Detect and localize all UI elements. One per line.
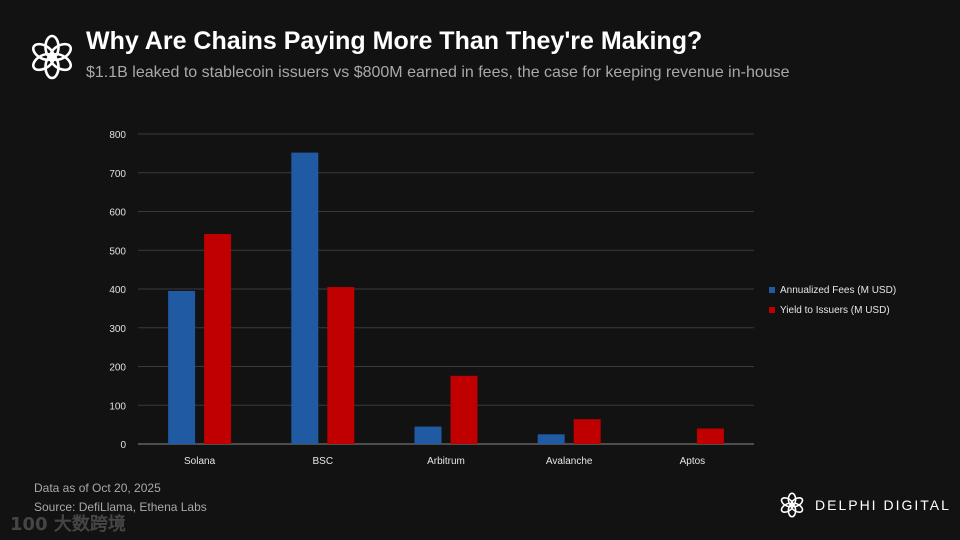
x-tick-label: Aptos: [680, 456, 706, 467]
chart-legend: Annualized Fees (M USD) Yield to Issuers…: [769, 280, 896, 320]
bar-fees: Arbitrum — Annualized Fees (M USD): 45: [414, 426, 442, 444]
bar-yield: Solana — Yield to Issuers (M USD): 542: [204, 233, 232, 444]
bar-fees: Solana — Annualized Fees (M USD): 395: [168, 290, 196, 444]
bar-yield: Arbitrum — Yield to Issuers (M USD): 176: [450, 375, 478, 444]
bar-fees: BSC — Annualized Fees (M USD): 752: [291, 152, 319, 444]
y-tick-label: 200: [109, 363, 126, 374]
delphi-logo-icon: [31, 34, 73, 80]
source-note: Source: DefiLlama, Ethena Labs: [34, 500, 207, 514]
y-tick-label: 100: [109, 401, 126, 412]
bar-fees: Avalanche — Annualized Fees (M USD): 25: [537, 434, 565, 444]
x-tick-label: Avalanche: [546, 456, 593, 467]
bar-yield: BSC — Yield to Issuers (M USD): 405: [327, 287, 355, 444]
bar-yield: Avalanche — Yield to Issuers (M USD): 64: [573, 419, 601, 444]
y-tick-label: 800: [109, 130, 126, 141]
page-title: Why Are Chains Paying More Than They're …: [86, 27, 703, 55]
x-tick-label: Solana: [184, 456, 216, 467]
page-subtitle: $1.1B leaked to stablecoin issuers vs $8…: [86, 64, 790, 81]
y-tick-label: 0: [120, 440, 126, 451]
x-tick-label: BSC: [313, 456, 334, 467]
x-tick-label: Arbitrum: [427, 456, 465, 467]
brand-mark: DELPHI DIGITAL: [778, 491, 951, 519]
data-date-note: Data as of Oct 20, 2025: [34, 481, 161, 495]
legend-item-yield: Yield to Issuers (M USD): [769, 300, 896, 320]
legend-swatch-fees: [769, 287, 775, 293]
y-tick-label: 400: [109, 285, 126, 296]
y-tick-label: 300: [109, 324, 126, 335]
y-tick-label: 700: [109, 169, 126, 180]
delphi-brand-icon: [780, 492, 804, 518]
y-tick-label: 600: [109, 208, 126, 219]
y-tick-label: 500: [109, 246, 126, 257]
brand-name: DELPHI DIGITAL: [815, 497, 951, 513]
legend-item-fees: Annualized Fees (M USD): [769, 280, 896, 300]
legend-label-yield: Yield to Issuers (M USD): [780, 304, 890, 316]
watermark: 100 大数跨境: [10, 514, 126, 535]
legend-swatch-yield: [769, 307, 775, 313]
legend-label-fees: Annualized Fees (M USD): [780, 284, 897, 296]
bar-yield: Aptos — Yield to Issuers (M USD): 40: [696, 428, 724, 444]
